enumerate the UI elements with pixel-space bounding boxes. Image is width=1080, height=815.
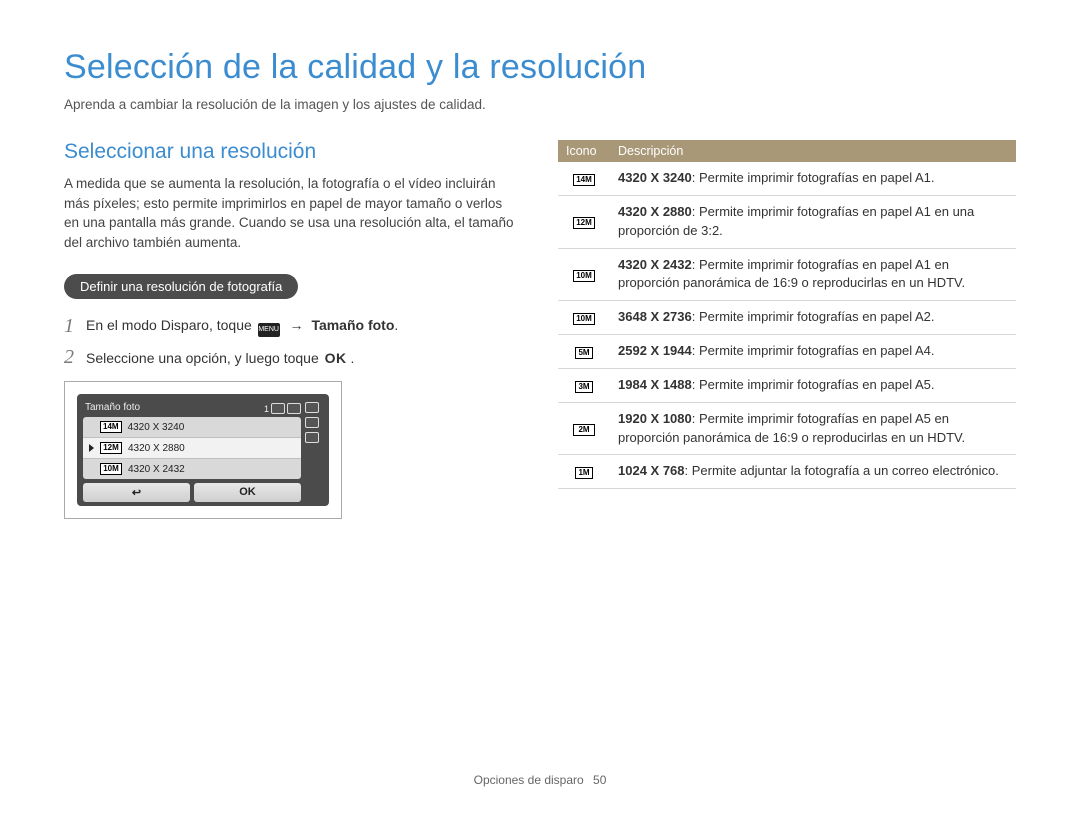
table-cell-desc: 4320 X 2880: Permite imprimir fotografía…	[610, 195, 1016, 248]
step-1: 1 En el modo Disparo, toque MENU → Tamañ…	[64, 315, 514, 338]
step-number: 1	[64, 315, 86, 338]
table-header-icon: Icono	[558, 140, 610, 162]
footer-section: Opciones de disparo	[474, 773, 584, 787]
table-cell-desc: 2592 X 1944: Permite imprimir fotografía…	[610, 335, 1016, 369]
side-icon	[305, 432, 319, 443]
page-intro: Aprenda a cambiar la resolución de la im…	[64, 97, 1016, 112]
steps-list: 1 En el modo Disparo, toque MENU → Tamañ…	[64, 315, 514, 369]
ok-icon: OK	[325, 350, 347, 366]
step-pre: En el modo Disparo, toque	[86, 317, 256, 333]
table-row: 10M 4320 X 2432: Permite imprimir fotogra…	[558, 248, 1016, 301]
lcd-option-label: 4320 X 3240	[128, 422, 185, 433]
step-post: .	[347, 350, 355, 366]
lcd-option-2[interactable]: 12M 4320 X 2880	[83, 438, 301, 459]
step-2: 2 Seleccione una opción, y luego toque O…	[64, 346, 514, 369]
table-cell-desc: 4320 X 3240: Permite imprimir fotografía…	[610, 162, 1016, 195]
lcd-ok-button[interactable]: OK	[194, 483, 301, 502]
memory-icon	[271, 403, 285, 414]
resolution-icon: 14M	[100, 421, 122, 433]
lcd-screenshot: Tamaño foto 1 14M 4320 X 3240	[64, 381, 342, 519]
step-bold: Tamaño foto	[311, 317, 394, 333]
table-cell-icon: 2M	[558, 402, 610, 455]
table-cell-icon: 14M	[558, 162, 610, 195]
table-row: 2M 1920 X 1080: Permite imprimir fotograf…	[558, 402, 1016, 455]
table-cell-icon: 5M	[558, 335, 610, 369]
step-text: Seleccione una opción, y luego toque OK …	[86, 350, 354, 366]
table-cell-desc: 4320 X 2432: Permite imprimir fotografía…	[610, 248, 1016, 301]
page-title: Selección de la calidad y la resolución	[64, 48, 1016, 87]
footer-page-number: 50	[593, 773, 606, 787]
subsection-pill: Definir una resolución de fotografía	[64, 274, 298, 299]
resolution-value: 1920 X 1080	[618, 411, 692, 426]
resolution-icon: 5M	[575, 347, 593, 359]
resolution-table: Icono Descripción 14M 4320 X 3240: Permit…	[558, 140, 1016, 489]
resolution-value: 4320 X 2432	[618, 257, 692, 272]
resolution-icon: 10M	[573, 313, 595, 325]
table-row: 3M 1984 X 1488: Permite imprimir fotograf…	[558, 368, 1016, 402]
table-row: 14M 4320 X 3240: Permite imprimir fotogra…	[558, 162, 1016, 195]
resolution-value: 2592 X 1944	[618, 343, 692, 358]
resolution-icon: 3M	[575, 381, 593, 393]
table-cell-desc: 1984 X 1488: Permite imprimir fotografía…	[610, 368, 1016, 402]
resolution-value: 1024 X 768	[618, 463, 685, 478]
resolution-icon: 1M	[575, 467, 593, 479]
table-cell-icon: 1M	[558, 455, 610, 489]
table-cell-desc: 1024 X 768: Permite adjuntar la fotograf…	[610, 455, 1016, 489]
page-footer: Opciones de disparo 50	[0, 773, 1080, 787]
table-row: 10M 3648 X 2736: Permite imprimir fotogra…	[558, 301, 1016, 335]
lcd-option-label: 4320 X 2432	[128, 464, 185, 475]
table-cell-icon: 3M	[558, 368, 610, 402]
resolution-value: 1984 X 1488	[618, 377, 692, 392]
lcd-title: Tamaño foto	[83, 400, 142, 417]
step-pre: Seleccione una opción, y luego toque	[86, 350, 323, 366]
step-number: 2	[64, 346, 86, 369]
resolution-value: 4320 X 3240	[618, 170, 692, 185]
right-column: Icono Descripción 14M 4320 X 3240: Permit…	[558, 140, 1016, 519]
arrow-icon: →	[290, 317, 304, 333]
table-row: 1M 1024 X 768: Permite adjuntar la fotogr…	[558, 455, 1016, 489]
step-text: En el modo Disparo, toque MENU → Tamaño …	[86, 317, 398, 337]
side-icon	[305, 402, 319, 413]
table-header-desc: Descripción	[610, 140, 1016, 162]
table-cell-desc: 1920 X 1080: Permite imprimir fotografía…	[610, 402, 1016, 455]
lcd-back-button[interactable]: ↩	[83, 483, 190, 502]
table-cell-icon: 10M	[558, 301, 610, 335]
lcd-side-icons	[305, 400, 323, 502]
lcd-options-list: 14M 4320 X 3240 12M 4320 X 2880 10M 4320…	[83, 417, 301, 479]
selection-marker-icon	[89, 444, 94, 452]
lcd-counter: 1	[264, 404, 269, 414]
menu-icon: MENU	[258, 323, 280, 337]
lcd-option-1[interactable]: 14M 4320 X 3240	[83, 417, 301, 438]
lcd-option-3[interactable]: 10M 4320 X 2432	[83, 459, 301, 479]
resolution-value: 4320 X 2880	[618, 204, 692, 219]
resolution-icon: 10M	[100, 463, 122, 475]
table-row: 12M 4320 X 2880: Permite imprimir fotogra…	[558, 195, 1016, 248]
resolution-value: 3648 X 2736	[618, 309, 692, 324]
resolution-icon: 10M	[573, 270, 595, 282]
section-title: Seleccionar una resolución	[64, 140, 514, 164]
table-cell-icon: 12M	[558, 195, 610, 248]
resolution-icon: 12M	[100, 442, 122, 454]
battery-icon	[287, 403, 301, 414]
left-column: Seleccionar una resolución A medida que …	[64, 140, 514, 519]
table-cell-icon: 10M	[558, 248, 610, 301]
section-body: A medida que se aumenta la resolución, l…	[64, 174, 514, 252]
resolution-icon: 12M	[573, 217, 595, 229]
table-row: 5M 2592 X 1944: Permite imprimir fotograf…	[558, 335, 1016, 369]
resolution-icon: 14M	[573, 174, 595, 186]
resolution-icon: 2M	[573, 424, 595, 436]
side-icon	[305, 417, 319, 428]
step-post: .	[394, 317, 398, 333]
lcd-option-label: 4320 X 2880	[128, 443, 185, 454]
table-cell-desc: 3648 X 2736: Permite imprimir fotografía…	[610, 301, 1016, 335]
